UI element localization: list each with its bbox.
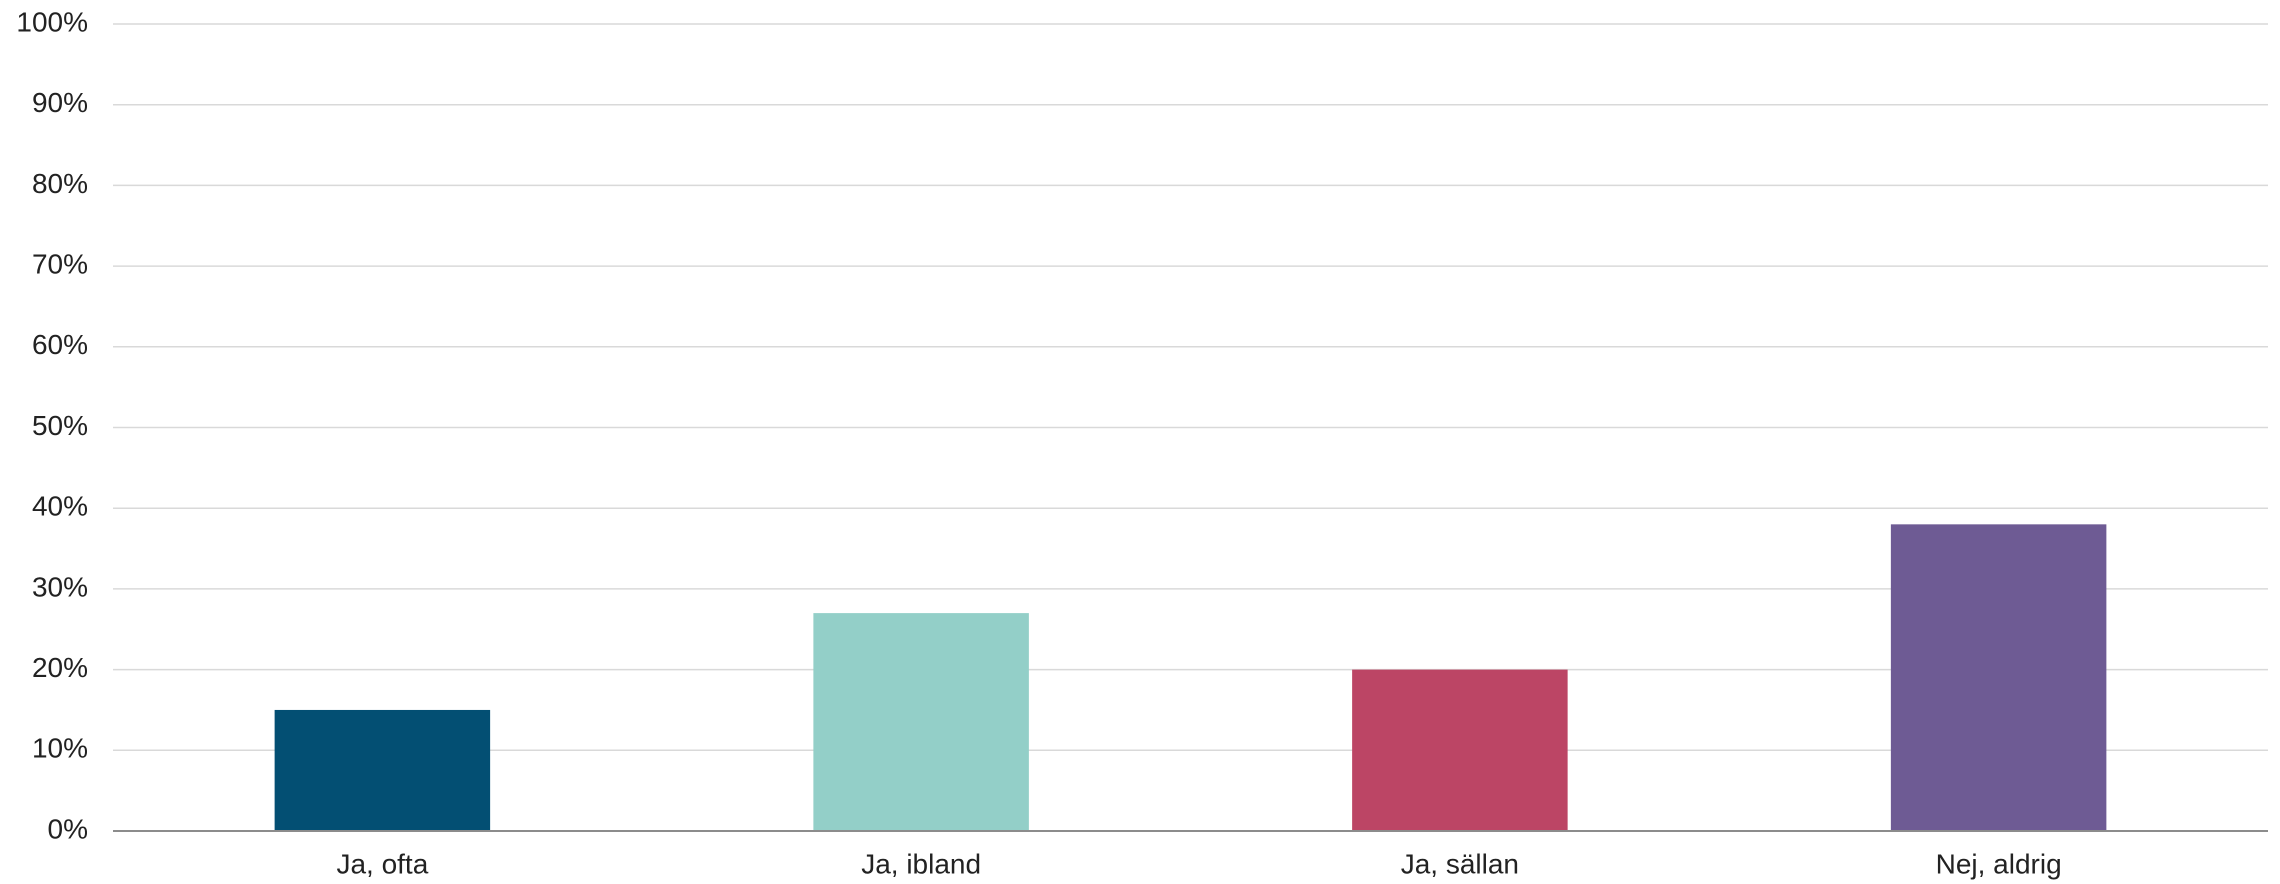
x-category-label: Ja, ofta	[336, 848, 428, 879]
x-axis-labels: Ja, ofta Ja, ibland Ja, sällan Nej, aldrig	[336, 848, 2061, 879]
bar	[813, 613, 1029, 831]
y-tick-label: 20%	[32, 652, 88, 683]
bar	[1352, 669, 1568, 831]
y-tick-label: 10%	[32, 733, 88, 764]
y-tick-label: 30%	[32, 571, 88, 602]
y-tick-label: 40%	[32, 491, 88, 522]
y-tick-label: 50%	[32, 410, 88, 441]
bars	[274, 524, 2107, 831]
y-tick-label: 0%	[48, 813, 88, 844]
gridlines	[113, 23, 2268, 752]
y-axis-ticks: 0% 10% 20% 30% 40% 50% 60% 70% 80% 90% 100%	[16, 6, 88, 844]
x-category-label: Ja, ibland	[861, 848, 981, 879]
y-tick-label: 60%	[32, 329, 88, 360]
bar	[274, 709, 491, 831]
x-category-label: Nej, aldrig	[1936, 848, 2062, 879]
y-tick-label: 70%	[32, 248, 88, 279]
y-tick-label: 90%	[32, 87, 88, 118]
y-tick-label: 100%	[16, 6, 88, 37]
x-category-label: Ja, sällan	[1401, 848, 1519, 879]
y-tick-label: 80%	[32, 168, 88, 199]
bar	[1890, 524, 2107, 831]
